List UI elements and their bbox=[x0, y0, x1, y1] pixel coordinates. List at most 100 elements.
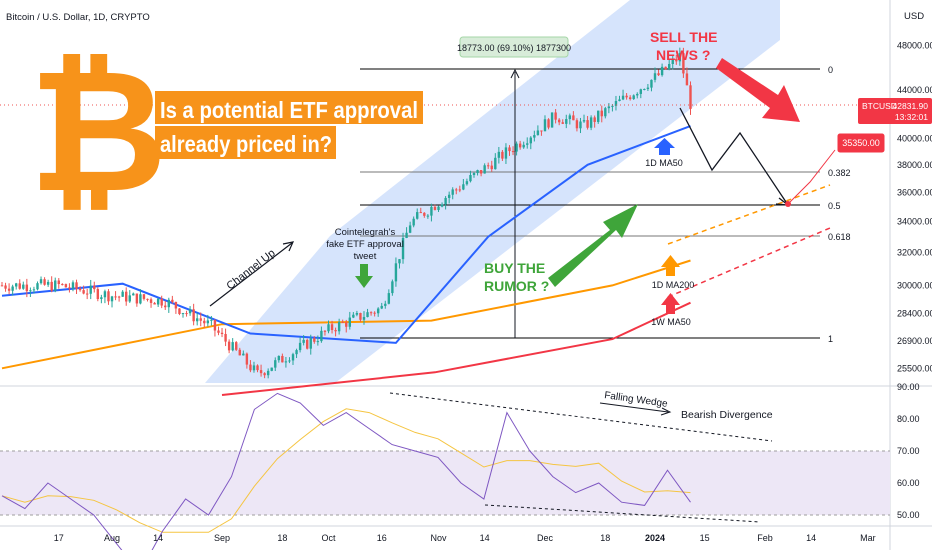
time-tick-label: Feb bbox=[757, 533, 773, 543]
time-tick-label: 15 bbox=[700, 533, 710, 543]
candle-body bbox=[107, 291, 110, 302]
candle-body bbox=[391, 281, 394, 294]
candle bbox=[458, 185, 462, 193]
candle bbox=[164, 300, 167, 310]
ma50-1w-arrow-icon bbox=[661, 293, 680, 314]
candle bbox=[359, 312, 362, 322]
candle bbox=[167, 297, 170, 313]
candle-body bbox=[650, 79, 653, 88]
candle-body bbox=[469, 174, 472, 182]
candle bbox=[85, 288, 89, 300]
candle-body bbox=[515, 143, 518, 152]
candle bbox=[178, 308, 181, 316]
candle bbox=[426, 214, 430, 219]
candle-body bbox=[522, 144, 525, 148]
candle bbox=[430, 203, 433, 222]
candle bbox=[291, 352, 295, 365]
candle bbox=[288, 357, 291, 364]
time-tick-label: 14 bbox=[480, 533, 490, 543]
candle bbox=[589, 115, 593, 131]
ma200-1d-label: 1D MA200 bbox=[652, 280, 695, 290]
candle-body bbox=[85, 293, 89, 295]
candle bbox=[472, 172, 476, 178]
candle bbox=[75, 279, 78, 295]
candle bbox=[682, 47, 685, 78]
candle-body bbox=[235, 342, 238, 350]
rsi-ma-line bbox=[1, 408, 691, 533]
target-price-fill bbox=[838, 134, 884, 152]
candle bbox=[117, 295, 121, 302]
candle-body bbox=[621, 95, 625, 100]
time-tick-label: 14 bbox=[153, 533, 163, 543]
candle-body bbox=[50, 281, 53, 291]
candle bbox=[224, 328, 227, 347]
candle bbox=[387, 289, 391, 305]
candle bbox=[437, 205, 440, 212]
price-tick-label: 30000.00 bbox=[897, 280, 932, 290]
candle bbox=[4, 282, 7, 292]
candle-body bbox=[238, 349, 241, 356]
candle-body bbox=[64, 284, 68, 288]
rsi-axis[interactable]: 90.00 80.00 70.00 60.00 50.00 bbox=[897, 382, 920, 520]
candle-body bbox=[600, 110, 603, 117]
candle-body bbox=[25, 284, 29, 292]
candle bbox=[29, 287, 32, 298]
candle bbox=[444, 196, 447, 210]
time-axis[interactable]: 17 Aug 14 Sep 18 Oct 16 Nov 14 Dec 18 2024 15 Feb 14 Ma… bbox=[54, 533, 876, 543]
candle bbox=[352, 312, 355, 319]
candle bbox=[327, 320, 330, 334]
candle-body bbox=[259, 370, 263, 374]
candle bbox=[259, 364, 263, 377]
candle bbox=[284, 356, 288, 368]
candle bbox=[621, 89, 625, 101]
buy-rumor-annotation: BUY THE RUMOR ? bbox=[484, 204, 638, 294]
fib-label-0618: 0.618 bbox=[828, 232, 851, 242]
candle bbox=[174, 301, 178, 314]
falling-wedge-arrowhead bbox=[660, 407, 672, 416]
candle-body bbox=[550, 112, 554, 128]
price-axis[interactable]: 48000.00 44000.00 40000.00 38000.00 36000.00… bbox=[897, 41, 932, 374]
candle-body bbox=[174, 302, 178, 309]
candle-body bbox=[362, 317, 366, 320]
price-tick-label: 44000.00 bbox=[897, 85, 932, 95]
candle bbox=[614, 95, 618, 111]
candle-body bbox=[61, 284, 64, 286]
time-tick-label: Sep bbox=[214, 533, 230, 543]
candle bbox=[554, 108, 557, 124]
candle-body bbox=[625, 95, 628, 98]
candle bbox=[18, 279, 21, 290]
time-tick-label: Oct bbox=[321, 533, 336, 543]
candle bbox=[125, 287, 128, 306]
candle-body bbox=[68, 287, 71, 289]
measure-arrowhead bbox=[510, 68, 520, 79]
candle-body bbox=[430, 206, 433, 216]
candle bbox=[203, 317, 206, 328]
candle bbox=[295, 348, 298, 359]
candle-body bbox=[306, 339, 309, 349]
symbol-title[interactable]: Bitcoin / U.S. Dollar, 1D, CRYPTO bbox=[6, 12, 150, 23]
currency-label[interactable]: USD bbox=[904, 11, 924, 22]
candle-body bbox=[164, 305, 167, 308]
candle-body bbox=[479, 170, 483, 174]
time-tick-label: Aug bbox=[104, 533, 120, 543]
candle bbox=[384, 300, 387, 309]
candle-body bbox=[447, 194, 451, 198]
candle-body bbox=[11, 286, 14, 291]
candle bbox=[398, 259, 401, 269]
buy-rumor-line-1: BUY THE bbox=[484, 260, 545, 276]
price-tick-label: 48000.00 bbox=[897, 41, 932, 51]
candle bbox=[68, 283, 71, 293]
candle bbox=[181, 312, 185, 318]
target-price-tag: 35350.00 bbox=[837, 133, 885, 153]
candle bbox=[78, 286, 82, 292]
candle-body bbox=[206, 320, 210, 324]
candle-body bbox=[330, 324, 334, 330]
candle-body bbox=[639, 89, 643, 94]
candle bbox=[561, 119, 564, 125]
candle bbox=[252, 361, 256, 373]
candle bbox=[597, 110, 600, 124]
rsi-tick-label: 70.00 bbox=[897, 446, 920, 456]
price-tick-label: 38000.00 bbox=[897, 160, 932, 170]
